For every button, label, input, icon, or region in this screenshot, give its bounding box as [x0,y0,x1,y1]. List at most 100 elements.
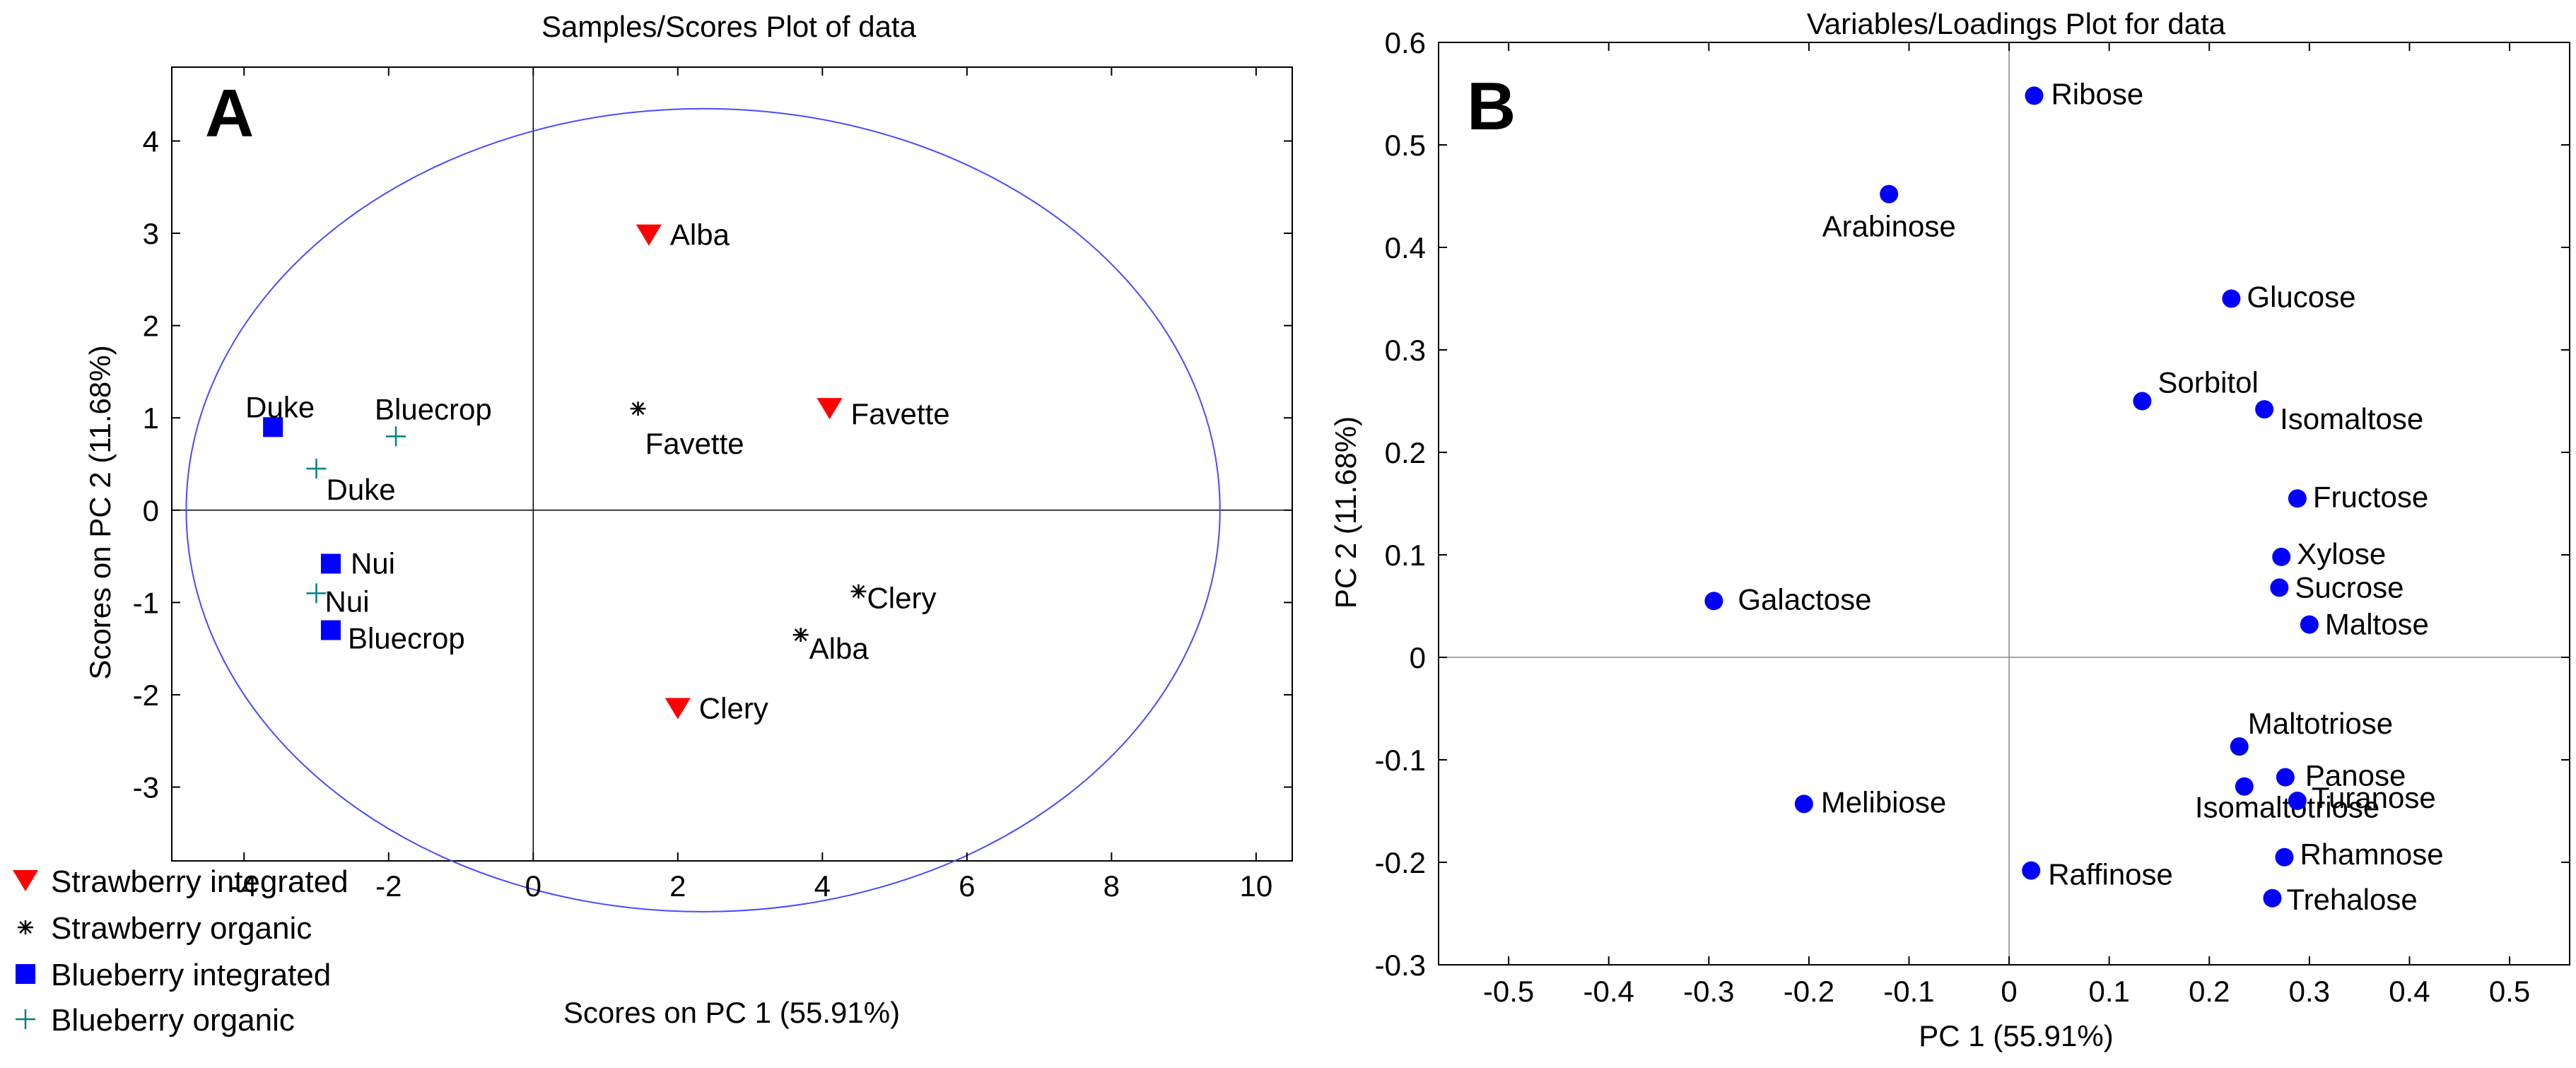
loading-label-xylose: Xylose [2297,537,2386,570]
marker-blueberry-organic [306,583,327,604]
legend-marker-strawberry-integrated [13,870,38,891]
scores-legend: Strawberry integrated Strawberry organic B… [13,864,349,1038]
loadings-x-tick-label: -0.5 [1483,975,1534,1008]
scores-x-tick-label: 2 [669,869,686,903]
loading-point-isomaltotriose [2235,777,2254,796]
point-label-bluecrop: Bluecrop [375,392,492,426]
loadings-y-tick-label: -0.2 [1375,846,1426,879]
loading-label-rhamnose: Rhamnose [2300,838,2443,871]
loading-point-sucrose [2270,578,2289,597]
loading-label-trehalose: Trehalose [2286,883,2417,916]
scores-plot-title: Samples/Scores Plot of data [541,10,917,43]
loading-label-glucose: Glucose [2247,281,2355,314]
loading-label-fructose: Fructose [2313,480,2428,513]
scores-y-tick-label: 3 [143,217,159,250]
loading-label-isomaltotriose: Isomaltotriose [2195,791,2379,824]
legend-label-strawberry-organic: Strawberry organic [51,911,312,946]
loading-label-melibiose: Melibiose [1821,785,1946,818]
loadings-y-tick-label: 0.2 [1385,436,1426,469]
marker-strawberry-organic [792,628,809,642]
loading-point-turanose [2288,792,2307,810]
loadings-x-tick-label: 0.5 [2489,975,2530,1008]
loading-point-maltose [2300,615,2319,634]
loading-label-turanose: Turanose [2312,781,2436,814]
loading-label-sucrose: Sucrose [2295,570,2404,604]
point-label-favette: Favette [645,427,744,460]
loading-point-maltotriose [2230,737,2249,756]
scores-y-tick-label: 0 [143,494,159,527]
loadings-y-tick-label: 0.5 [1385,129,1426,162]
scores-x-tick-label: 0 [525,869,541,903]
loading-label-maltose: Maltose [2325,608,2429,641]
point-label-nui: Nui [351,547,395,580]
marker-blueberry-integrated [263,417,283,438]
loadings-y-tick-label: 0 [1410,641,1426,674]
loadings-plot: Variables/Loadings Plot for data B PC 1 … [1329,7,2570,1052]
loading-label-raffinose: Raffinose [2048,858,2173,891]
scores-y-axis-label: Scores on PC 2 (11.68%) [83,345,117,679]
loading-label-isomaltose: Isomaltose [2280,402,2423,435]
loadings-y-tick-label: 0.4 [1385,231,1426,264]
scores-y-tick-label: -3 [133,771,159,804]
scores-y-tick-label: 2 [143,310,159,343]
point-label-clery: Clery [699,692,768,725]
loading-label-maltotriose: Maltotriose [2248,707,2393,740]
loadings-plot-area [1438,42,2570,966]
legend-label-blueberry-integrated: Blueberry integrated [51,958,331,992]
loading-point-xylose [2272,547,2291,566]
loadings-y-tick-label: -0.3 [1375,949,1426,982]
scores-x-tick-label: 6 [959,869,975,903]
loadings-x-axis-label: PC 1 (55.91%) [1919,1019,2113,1052]
loading-point-raffinose [2022,861,2041,880]
point-label-alba: Alba [670,218,730,252]
marker-blueberry-organic [386,426,406,447]
point-label-favette: Favette [851,397,950,430]
legend-label-blueberry-organic: Blueberry organic [51,1003,295,1038]
loading-label-ribose: Ribose [2051,77,2143,110]
loading-point-isomaltose [2255,400,2274,419]
loading-label-sorbitol: Sorbitol [2158,366,2258,399]
scores-plot: Samples/Scores Plot of data A Scores on … [13,10,1293,1038]
marker-blueberry-integrated [320,553,341,574]
loadings-y-tick-label: 0.1 [1385,539,1426,572]
scores-x-tick-label: -4 [231,869,257,903]
scores-y-tick-label: 4 [143,124,159,158]
marker-strawberry-integrated [816,398,843,420]
loadings-x-tick-label: 0.1 [2088,975,2129,1008]
confidence-ellipse [185,107,1221,913]
loading-point-trehalose [2263,888,2282,908]
marker-blueberry-organic [306,459,327,479]
loading-point-glucose [2222,289,2241,308]
point-label-duke: Duke [245,390,315,423]
loadings-y-tick-label: 0.3 [1385,334,1426,367]
loading-point-galactose [1704,592,1723,611]
legend-label-strawberry-integrated: Strawberry integrated [51,864,349,899]
scores-x-tick-label: 8 [1103,869,1120,903]
legend-marker-blueberry-organic [16,1009,35,1029]
loadings-x-tick-label: 0.3 [2289,975,2330,1008]
loading-point-sorbitol [2133,392,2152,411]
loading-point-ribose [2025,86,2044,105]
loadings-x-tick-label: 0 [2001,975,2017,1008]
legend-marker-blueberry-integrated [16,964,35,984]
loadings-y-tick-label: 0.6 [1385,26,1426,59]
loading-point-panose [2276,768,2295,787]
scores-x-tick-label: -2 [375,869,402,903]
loadings-x-tick-label: 0.2 [2189,975,2230,1008]
loadings-x-tick-label: -0.1 [1883,975,1934,1008]
loading-label-panose: Panose [2305,759,2406,792]
scores-y-tick-label: 1 [143,401,159,435]
scores-x-axis-label: Scores on PC 1 (55.91%) [563,996,900,1029]
loadings-y-tick-label: -0.1 [1375,744,1426,777]
loadings-y-axis-label: PC 2 (11.68%) [1329,416,1362,609]
point-label-duke: Duke [327,473,396,506]
marker-strawberry-organic [850,584,867,599]
marker-strawberry-organic [630,401,646,416]
loadings-plot-title: Variables/Loadings Plot for data [1807,7,2226,40]
loading-point-arabinose [1880,184,1899,204]
marker-strawberry-integrated [665,698,691,720]
loading-point-melibiose [1794,794,1813,814]
point-label-nui: Nui [325,585,370,618]
scores-x-tick-label: 10 [1240,869,1273,903]
